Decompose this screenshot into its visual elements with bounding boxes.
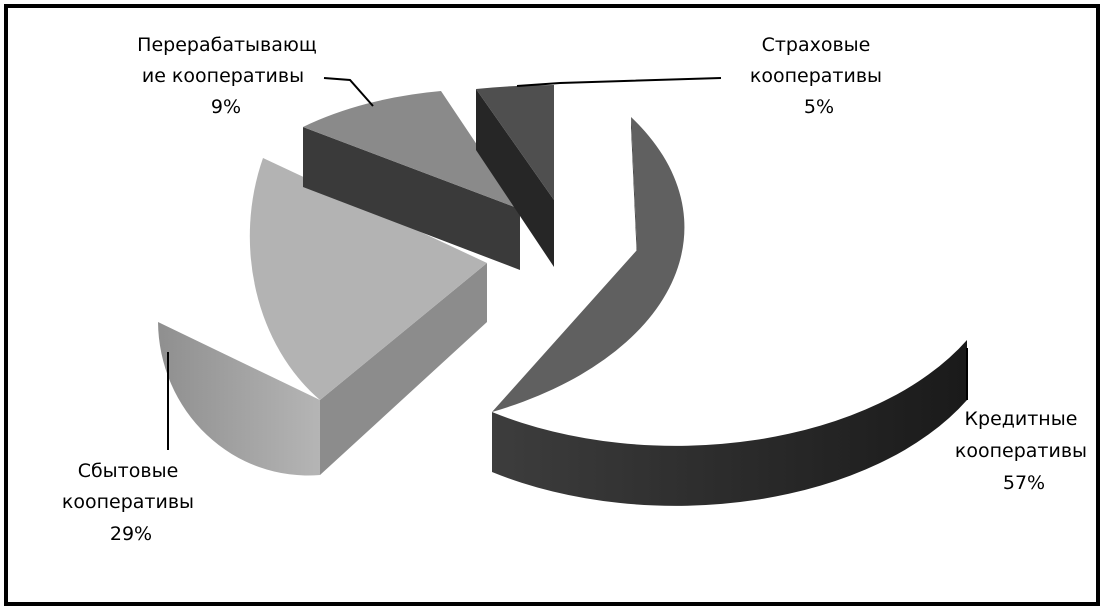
slice-credit-top xyxy=(492,117,685,412)
data-label-credit-line1: Кредитные xyxy=(965,408,1078,430)
slice-sales xyxy=(158,158,487,478)
data-label-credit: Кредитные кооперативы 57% xyxy=(955,408,1093,494)
slice-credit-inner-wall xyxy=(631,117,637,260)
data-label-insurance-line2: кооперативы xyxy=(750,65,882,87)
data-label-processing-percent: 9% xyxy=(211,96,241,118)
slice-insurance xyxy=(476,85,554,267)
slice-credit-side xyxy=(492,340,967,506)
slice-credit xyxy=(492,117,967,506)
leader-line-processing xyxy=(323,77,374,107)
data-label-credit-percent: 57% xyxy=(1003,472,1045,494)
leader-lines xyxy=(167,77,968,450)
data-label-processing-line1: Перерабатывающ xyxy=(137,34,317,56)
slice-processing-front-wall xyxy=(303,127,520,270)
slice-sales-inner-wall xyxy=(320,263,487,475)
data-label-sales-percent: 29% xyxy=(110,523,152,545)
slice-sales-top xyxy=(249,158,487,400)
leader-line-insurance xyxy=(516,77,722,87)
data-label-sales-line1: Сбытовые xyxy=(78,460,179,482)
slice-processing xyxy=(303,91,520,270)
slice-sales-side xyxy=(158,322,320,478)
data-label-insurance: Страховые кооперативы 5% xyxy=(750,34,888,118)
slice-insurance-front-wall xyxy=(476,89,554,267)
data-label-sales: Сбытовые кооперативы 29% xyxy=(62,460,200,545)
slice-insurance-top xyxy=(476,85,554,200)
slice-processing-top xyxy=(303,91,520,209)
data-label-sales-line2: кооперативы xyxy=(62,491,194,513)
data-label-processing-line2: ие кооперативы xyxy=(142,65,304,87)
data-label-credit-line2: кооперативы xyxy=(955,440,1087,462)
data-label-insurance-percent: 5% xyxy=(804,96,834,118)
data-label-insurance-line1: Страховые xyxy=(762,34,871,56)
data-label-processing: Перерабатывающ ие кооперативы 9% xyxy=(137,34,323,118)
